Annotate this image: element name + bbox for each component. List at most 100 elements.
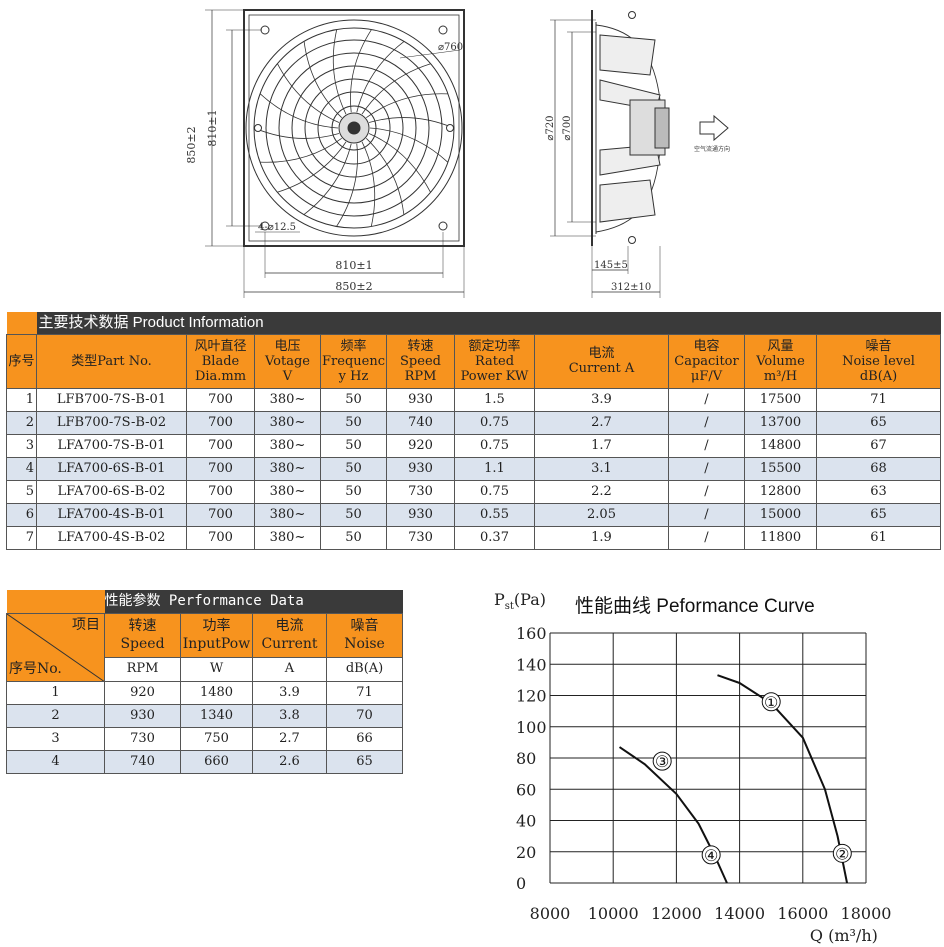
product-cell: 700 — [186, 456, 255, 481]
perf-cell: 2 — [6, 703, 105, 728]
product-cell: 6 — [6, 502, 37, 527]
perf-cell: 3.8 — [252, 703, 327, 728]
product-cell: 380~ — [254, 502, 321, 527]
product-cell: 68 — [815, 456, 942, 481]
product-cell: 700 — [186, 433, 255, 458]
y-tick-label: 160 — [516, 624, 547, 643]
perf-cell: 3 — [6, 726, 105, 751]
product-cell: 4 — [6, 456, 37, 481]
product-cell: LFA700-4S-B-01 — [36, 502, 187, 527]
product-cell: 5 — [6, 479, 37, 504]
perf-unit-1: W — [180, 656, 253, 682]
performance-data-title: 性能参数 Performance Data — [104, 590, 403, 613]
product-cell: 67 — [815, 433, 942, 458]
product-cell: 700 — [186, 410, 255, 435]
perf-unit-0: RPM — [104, 656, 181, 682]
x-axis-label: Q (m³/h) — [810, 926, 878, 945]
product-cell: 17500 — [744, 387, 817, 412]
table-row: 2 LFB700-7S-B-02 700 380~ 50 740 0.75 2.7/13700… — [6, 410, 942, 435]
y-tick-label: 80 — [516, 749, 536, 768]
title-accent — [6, 312, 37, 334]
product-header-3: 电压 Votage V — [254, 333, 321, 389]
product-cell: 0.37 — [454, 525, 535, 550]
product-cell: 65 — [815, 410, 942, 435]
y-tick-label: 0 — [516, 874, 526, 893]
perf-cell: 750 — [180, 726, 253, 751]
product-cell: 380~ — [254, 387, 321, 412]
product-cell: 2.2 — [534, 479, 669, 504]
product-cell: 1.9 — [534, 525, 669, 550]
table-row: 1 920 1480 3.9 71 — [6, 680, 404, 705]
product-cell: 930 — [386, 456, 455, 481]
y-tick-label: 60 — [516, 780, 536, 799]
product-header-9: 风量 Volume m³/H — [744, 333, 817, 389]
product-cell: 50 — [320, 479, 387, 504]
perf-header-0: 转速 Speed — [104, 612, 181, 658]
curve-label-circle — [652, 751, 672, 771]
perf-cell: 740 — [104, 749, 181, 774]
product-header-7: 电流 Current A — [534, 333, 669, 389]
product-cell: LFB700-7S-B-02 — [36, 410, 187, 435]
product-cell: 2.05 — [534, 502, 669, 527]
product-cell: 1.1 — [454, 456, 535, 481]
product-cell: 0.75 — [454, 433, 535, 458]
y-tick-label: 100 — [516, 718, 547, 737]
product-cell: 920 — [386, 433, 455, 458]
product-cell: LFA700-4S-B-02 — [36, 525, 187, 550]
table-row: 1 LFB700-7S-B-01 700 380~ 50 930 1.5 3.9/17500 7… — [6, 387, 942, 412]
chart-title: 性能曲线 Peformance Curve — [575, 596, 815, 617]
product-cell: LFA700-7S-B-01 — [36, 433, 187, 458]
performance-data-section: 性能参数 Performance Data 项目 序号No. 转速 Speed 功率… — [6, 590, 404, 774]
product-cell: 13700 — [744, 410, 817, 435]
perf-cell: 2.7 — [252, 726, 327, 751]
front-view-drawing — [205, 9, 465, 298]
dim-side-depth2: 312±10 — [611, 282, 651, 293]
product-cell: 700 — [186, 479, 255, 504]
perf-corner-cell: 项目 序号No. — [6, 612, 105, 682]
dim-side-dia1: ⌀720 — [545, 115, 556, 140]
perf-title-accent — [6, 590, 105, 613]
performance-curve-chart: 0 20 40 60 80 100 120 140 160 8000 10000 12000 14000… — [516, 624, 892, 945]
product-cell: 1.7 — [534, 433, 669, 458]
product-cell: / — [668, 525, 745, 550]
curve-series-0 — [717, 674, 849, 884]
product-cell: 50 — [320, 433, 387, 458]
dim-side-depth1: 145±5 — [594, 260, 628, 271]
x-tick-label: 14000 — [714, 904, 765, 923]
product-cell: 0.75 — [454, 479, 535, 504]
product-cell: 3 — [6, 433, 37, 458]
perf-cell: 71 — [325, 680, 404, 705]
product-cell: 71 — [815, 387, 942, 412]
product-header-5: 转速 Speed RPM — [386, 333, 455, 389]
curve-label: ① — [764, 693, 778, 712]
perf-header-1: 功率 InputPow — [180, 612, 253, 658]
product-cell: 380~ — [254, 525, 321, 550]
product-cell: 50 — [320, 502, 387, 527]
perf-cell: 660 — [180, 749, 253, 774]
dim-height-outer: 850±2 — [185, 126, 198, 163]
x-tick-label: 18000 — [841, 904, 892, 923]
product-cell: / — [668, 387, 745, 412]
perf-cell: 70 — [325, 703, 404, 728]
x-tick-label: 16000 — [777, 904, 828, 923]
dim-outer-diameter: ⌀760 — [438, 42, 463, 53]
perf-cell: 920 — [104, 680, 181, 705]
product-cell: / — [668, 410, 745, 435]
product-cell: 50 — [320, 525, 387, 550]
product-cell: 50 — [320, 410, 387, 435]
product-cell: 380~ — [254, 456, 321, 481]
y-tick-label: 40 — [516, 812, 536, 831]
curve-label-circle — [701, 845, 721, 865]
product-cell: 2 — [6, 410, 37, 435]
product-cell: 14800 — [744, 433, 817, 458]
product-cell: LFA700-6S-B-02 — [36, 479, 187, 504]
perf-unit-3: dB(A) — [325, 656, 404, 682]
table-row: 2 930 1340 3.8 70 — [6, 703, 404, 728]
product-cell: 3.9 — [534, 387, 669, 412]
curve-label-circle — [761, 692, 781, 712]
x-tick-label: 12000 — [651, 904, 702, 923]
perf-cell: 2.6 — [252, 749, 327, 774]
perf-cell: 930 — [104, 703, 181, 728]
product-info-table: 主要技术数据 Product Information 序号 类型Part No. 风… — [6, 312, 942, 550]
product-cell: 730 — [386, 525, 455, 550]
